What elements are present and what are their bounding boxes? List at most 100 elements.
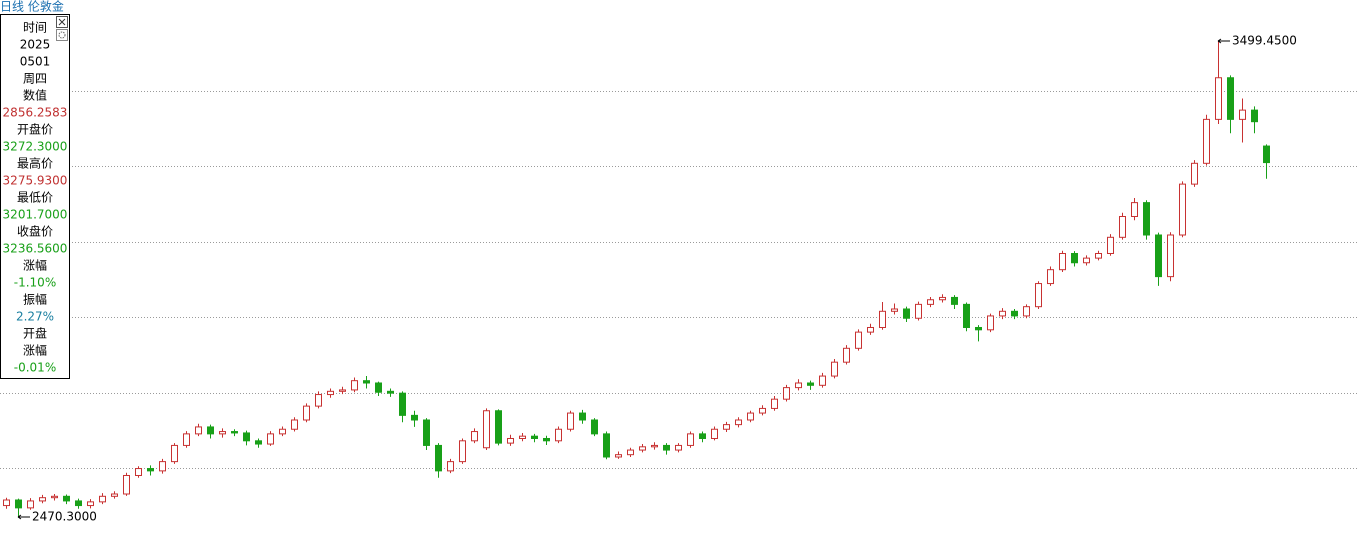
info-value: 0501 — [20, 55, 51, 69]
info-label: 涨幅 — [23, 343, 47, 358]
candle-body — [147, 468, 154, 472]
candle-body — [315, 394, 322, 407]
candle-body — [159, 461, 166, 472]
info-label: 收盘价 — [17, 224, 53, 239]
info-value: -0.01% — [14, 361, 56, 375]
candle-body — [663, 444, 670, 451]
info-label: 最高价 — [17, 156, 53, 171]
candle-body — [579, 412, 586, 421]
candle-body — [423, 419, 430, 446]
candle-body — [339, 389, 346, 392]
candle-body — [1179, 183, 1186, 236]
info-value: 3272.3000 — [3, 140, 68, 154]
candle-body — [531, 435, 538, 439]
candle-body — [387, 390, 394, 394]
candle-body — [75, 500, 82, 507]
candle-body — [855, 331, 862, 349]
candle-body — [1059, 252, 1066, 271]
chart-title: 日线 伦敦金 — [0, 0, 64, 14]
candle-body — [1239, 109, 1246, 120]
candle-body — [447, 461, 454, 472]
candle-body — [819, 375, 826, 386]
candle-body — [1167, 234, 1174, 278]
candle-body — [171, 444, 178, 463]
settings-icon — [58, 31, 66, 39]
candle-body — [939, 296, 946, 301]
candle-body — [183, 433, 190, 446]
info-label: 开盘价 — [17, 122, 53, 137]
settings-button[interactable] — [56, 29, 68, 41]
candle-body — [243, 432, 250, 442]
candle-body — [1119, 215, 1126, 238]
candle-body — [603, 433, 610, 458]
candle-body — [87, 501, 94, 507]
info-value: 2856.2583 — [3, 106, 68, 120]
candle-body — [1083, 257, 1090, 264]
candle-body — [951, 296, 958, 305]
candle-body — [99, 495, 106, 503]
candle-body — [891, 308, 898, 312]
candle-body — [207, 426, 214, 435]
annotation-arrow — [17, 514, 30, 520]
candle-body — [267, 433, 274, 445]
candle-body — [567, 412, 574, 430]
candle-body — [975, 326, 982, 331]
candle-body — [327, 390, 334, 396]
candle-body — [1131, 202, 1138, 217]
candle-body — [903, 308, 910, 319]
candle-body — [63, 495, 70, 502]
panel-box — [0, 14, 70, 379]
candle-body — [1107, 236, 1114, 254]
candle-body — [351, 380, 358, 391]
candle-body — [879, 310, 886, 328]
info-value: 3275.9300 — [3, 174, 68, 188]
candle-body — [711, 428, 718, 439]
candle-body — [927, 299, 934, 305]
candle-body — [699, 433, 706, 439]
candle-body — [999, 310, 1006, 317]
candle-body — [831, 361, 838, 377]
candle-body — [807, 382, 814, 386]
candle-body — [279, 428, 286, 435]
candle-body — [411, 414, 418, 421]
candle-body — [435, 444, 442, 472]
info-label: 开盘 — [23, 326, 47, 341]
candle-body — [615, 454, 622, 458]
candle-body — [1035, 283, 1042, 308]
candle-body — [843, 347, 850, 363]
candle-body — [15, 499, 22, 509]
candle-body — [1203, 118, 1210, 164]
candle-body — [27, 500, 34, 509]
candle-body — [195, 426, 202, 435]
candle-body — [1023, 306, 1030, 317]
candle-body — [735, 419, 742, 426]
candle-body — [1095, 252, 1102, 259]
candle-body — [1191, 162, 1198, 185]
candle-body — [51, 495, 58, 499]
candle-body — [459, 440, 466, 463]
candle-body — [555, 428, 562, 442]
candle-body — [747, 412, 754, 421]
info-value: -1.10% — [14, 276, 56, 290]
info-value: 周四 — [23, 72, 47, 86]
info-label: 涨幅 — [23, 258, 47, 273]
info-value: 2025 — [20, 38, 51, 52]
candle-body — [867, 326, 874, 333]
candle-body — [1011, 310, 1018, 317]
candle-body — [1155, 234, 1162, 278]
candle-body — [639, 446, 646, 451]
candle-body — [123, 474, 130, 495]
info-value: 2.27% — [16, 310, 54, 324]
candle-body — [231, 431, 238, 434]
candle-body — [1263, 145, 1270, 164]
candle-body — [1215, 77, 1222, 120]
candle-body — [1047, 269, 1054, 285]
candle-body — [651, 444, 658, 448]
info-label: 振幅 — [23, 292, 47, 307]
candle-body — [507, 437, 514, 444]
close-icon — [58, 18, 66, 26]
candle-body — [1071, 252, 1078, 264]
candle-body — [759, 407, 766, 414]
